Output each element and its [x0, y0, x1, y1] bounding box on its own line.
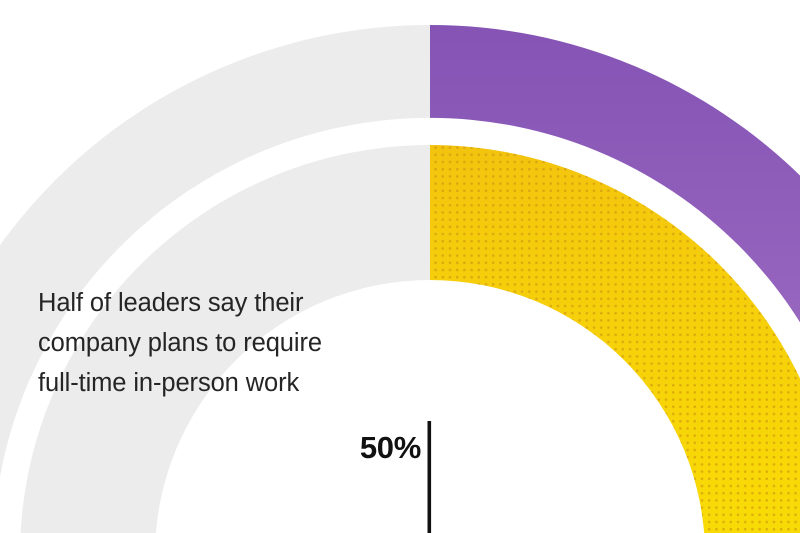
value-label: 50%	[359, 430, 421, 465]
value-tick-marker	[427, 421, 432, 533]
caption-text: Half of leaders say their company plans …	[38, 289, 322, 397]
